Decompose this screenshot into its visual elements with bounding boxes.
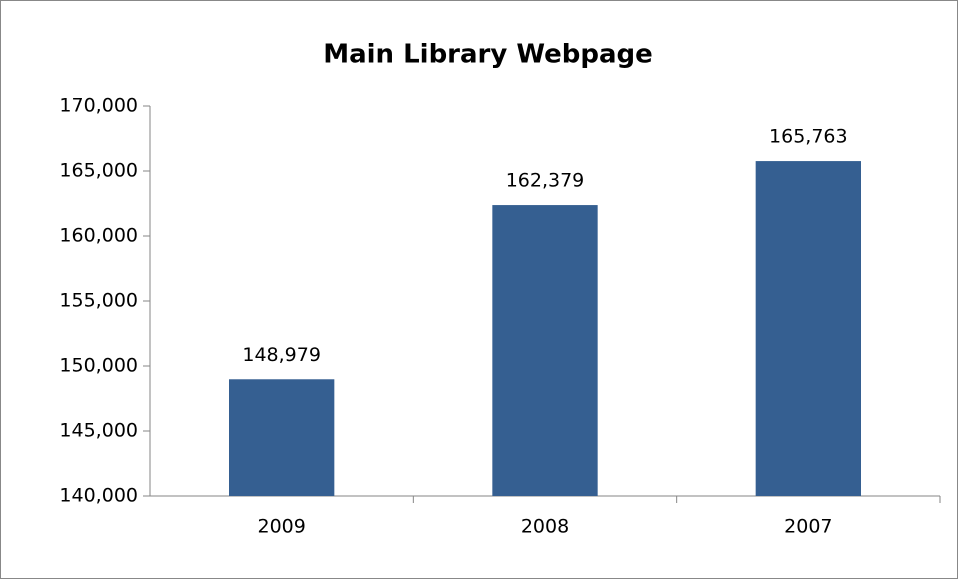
y-tick-label: 155,000 <box>59 290 138 312</box>
data-label: 165,763 <box>769 126 848 148</box>
bar <box>755 161 861 496</box>
y-tick-label: 160,000 <box>59 225 138 247</box>
data-label: 162,379 <box>506 170 585 192</box>
x-tick-label: 2008 <box>521 516 569 538</box>
x-tick-label: 2007 <box>784 516 832 538</box>
y-tick-label: 150,000 <box>59 355 138 377</box>
bar <box>492 205 598 496</box>
chart-title: Main Library Webpage <box>323 40 653 70</box>
y-tick-label: 140,000 <box>59 485 138 507</box>
y-tick-label: 165,000 <box>59 160 138 182</box>
bar <box>229 379 335 496</box>
data-label: 148,979 <box>242 344 321 366</box>
y-tick-label: 170,000 <box>59 95 138 117</box>
y-tick-label: 145,000 <box>59 420 138 442</box>
x-tick-label: 2009 <box>257 516 305 538</box>
